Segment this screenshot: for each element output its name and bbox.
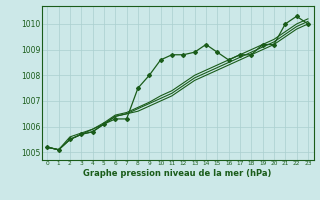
X-axis label: Graphe pression niveau de la mer (hPa): Graphe pression niveau de la mer (hPa) [84,169,272,178]
